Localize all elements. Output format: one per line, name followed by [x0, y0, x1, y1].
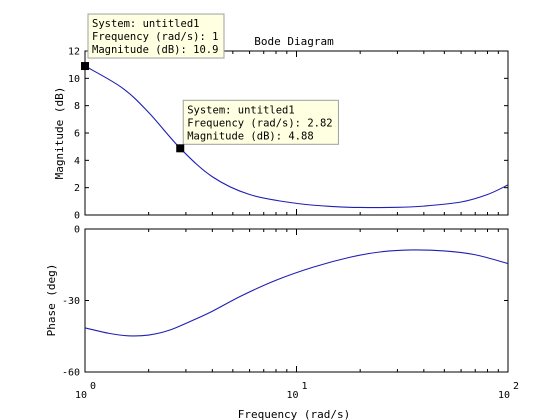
- datatip-text: System: untitled1: [92, 18, 199, 30]
- phase-tick-label: -30: [62, 296, 80, 307]
- datatip-text: Magnitude (dB): 10.9: [92, 44, 218, 56]
- magnitude-ticks: 0 2 4 6 8 10 12: [68, 47, 509, 222]
- phase-tick-label: 0: [74, 225, 80, 236]
- datatip-text: Frequency (rad/s): 2.82: [187, 117, 332, 129]
- x-axis-label: Frequency (rad/s): [238, 408, 351, 420]
- magnitude-tick-label: 2: [74, 183, 80, 194]
- datatip-text: Magnitude (dB): 4.88: [187, 130, 313, 142]
- x-tick-exponent: 2: [513, 381, 519, 392]
- magnitude-tick-label: 0: [74, 211, 80, 222]
- phase-curve: [84, 249, 509, 337]
- datatip-marker: [176, 144, 185, 153]
- magnitude-tick-label: 6: [74, 129, 80, 140]
- datatip-text: Frequency (rad/s): 1: [92, 31, 218, 43]
- magnitude-y-label: Magnitude (dB): [53, 87, 66, 180]
- x-tick-exponent: 1: [302, 381, 308, 392]
- magnitude-tick-label: 4: [74, 156, 80, 167]
- phase-axes: [84, 228, 509, 373]
- magnitude-tick-label: 10: [68, 74, 80, 85]
- chart-title: Bode Diagram: [254, 35, 334, 48]
- datatip-marker: [81, 62, 89, 71]
- datatip-box: [182, 99, 339, 145]
- x-tick-exponent: 0: [90, 381, 96, 392]
- magnitude-curve: [84, 65, 509, 209]
- magnitude-tick-label: 12: [68, 47, 80, 58]
- phase-tick-label: -60: [62, 368, 80, 379]
- x-tick-label: 10: [286, 390, 298, 401]
- x-tick-label: 10: [498, 390, 510, 401]
- x-tick-label: 10: [75, 390, 87, 401]
- datatip-box: [87, 13, 225, 59]
- magnitude-tick-label: 8: [74, 101, 80, 112]
- datatip-text: System: untitled1: [187, 104, 294, 116]
- phase-y-label: Phase (deg): [45, 264, 58, 337]
